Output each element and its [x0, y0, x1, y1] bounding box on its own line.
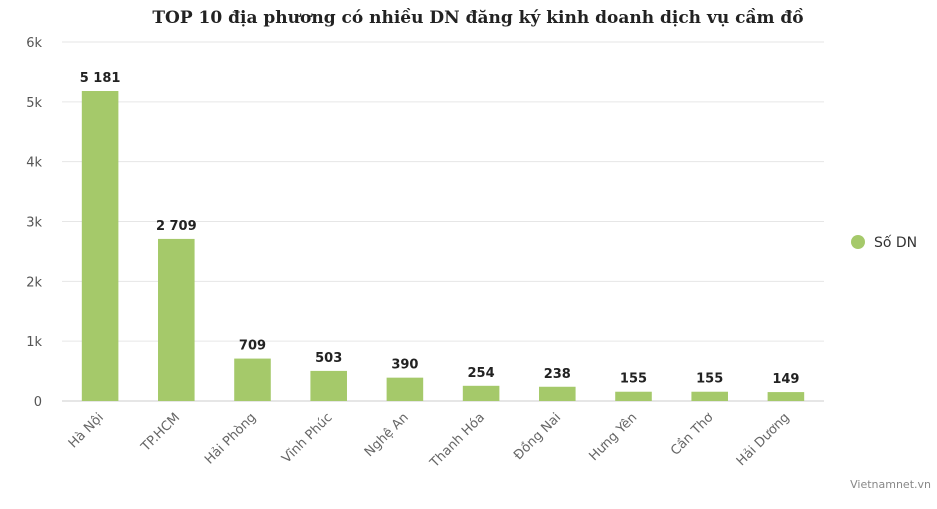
y-tick-label: 2k — [26, 275, 42, 290]
x-tick-label: Hà Nội — [66, 410, 107, 451]
y-tick-label: 3k — [26, 216, 42, 231]
x-tick-label: TP.HCM — [138, 410, 183, 455]
x-tick-label: Hải Dương — [734, 410, 793, 469]
bar — [386, 377, 424, 401]
chart-title: TOP 10 địa phương có nhiều DN đăng ký ki… — [152, 8, 803, 28]
data-label: 503 — [315, 351, 342, 366]
legend-marker-icon[interactable] — [851, 235, 865, 249]
bar — [615, 391, 652, 401]
x-tick-label: Cần Thơ — [668, 410, 717, 459]
x-tick-label: Vĩnh Phúc — [279, 410, 335, 466]
bar — [158, 238, 195, 401]
legend[interactable]: Số DN — [851, 234, 917, 251]
credit-text[interactable]: Vietnamnet.vn — [850, 478, 931, 491]
y-tick-label: 4k — [26, 156, 42, 171]
y-tick-label: 6k — [26, 36, 42, 51]
bar — [81, 91, 119, 401]
data-label: 709 — [239, 339, 266, 354]
bar — [539, 386, 576, 401]
x-tick-label: Nghệ An — [362, 410, 412, 460]
data-labels: 5 181 2 709 709 503 390 254 238 155 155 149 — [80, 71, 800, 387]
data-label: 149 — [772, 372, 799, 387]
y-tick-label: 0 — [34, 395, 42, 410]
bar — [234, 358, 271, 401]
bar — [310, 370, 347, 401]
y-axis: 0 1k 2k 3k 4k 5k 6k — [26, 36, 42, 410]
legend-label[interactable]: Số DN — [874, 234, 917, 251]
bar — [691, 391, 728, 401]
x-tick-label: Thanh Hóa — [427, 410, 488, 471]
y-tick-label: 1k — [26, 335, 42, 350]
data-label: 155 — [696, 372, 723, 387]
data-label: 390 — [391, 358, 418, 373]
x-tick-label: Hải Phòng — [202, 410, 259, 467]
x-axis: Hà Nội TP.HCM Hải Phòng Vĩnh Phúc Nghệ An Tha… — [66, 410, 793, 471]
data-label: 5 181 — [80, 71, 121, 86]
data-label: 238 — [544, 367, 571, 382]
data-label: 254 — [468, 366, 495, 381]
bars — [81, 91, 805, 401]
bar — [767, 392, 805, 401]
x-tick-label: Đồng Nai — [511, 410, 564, 463]
bar — [462, 385, 500, 401]
data-label: 2 709 — [156, 219, 197, 234]
y-tick-label: 5k — [26, 96, 42, 111]
x-tick-label: Hưng Yên — [587, 410, 641, 464]
data-label: 155 — [620, 372, 647, 387]
